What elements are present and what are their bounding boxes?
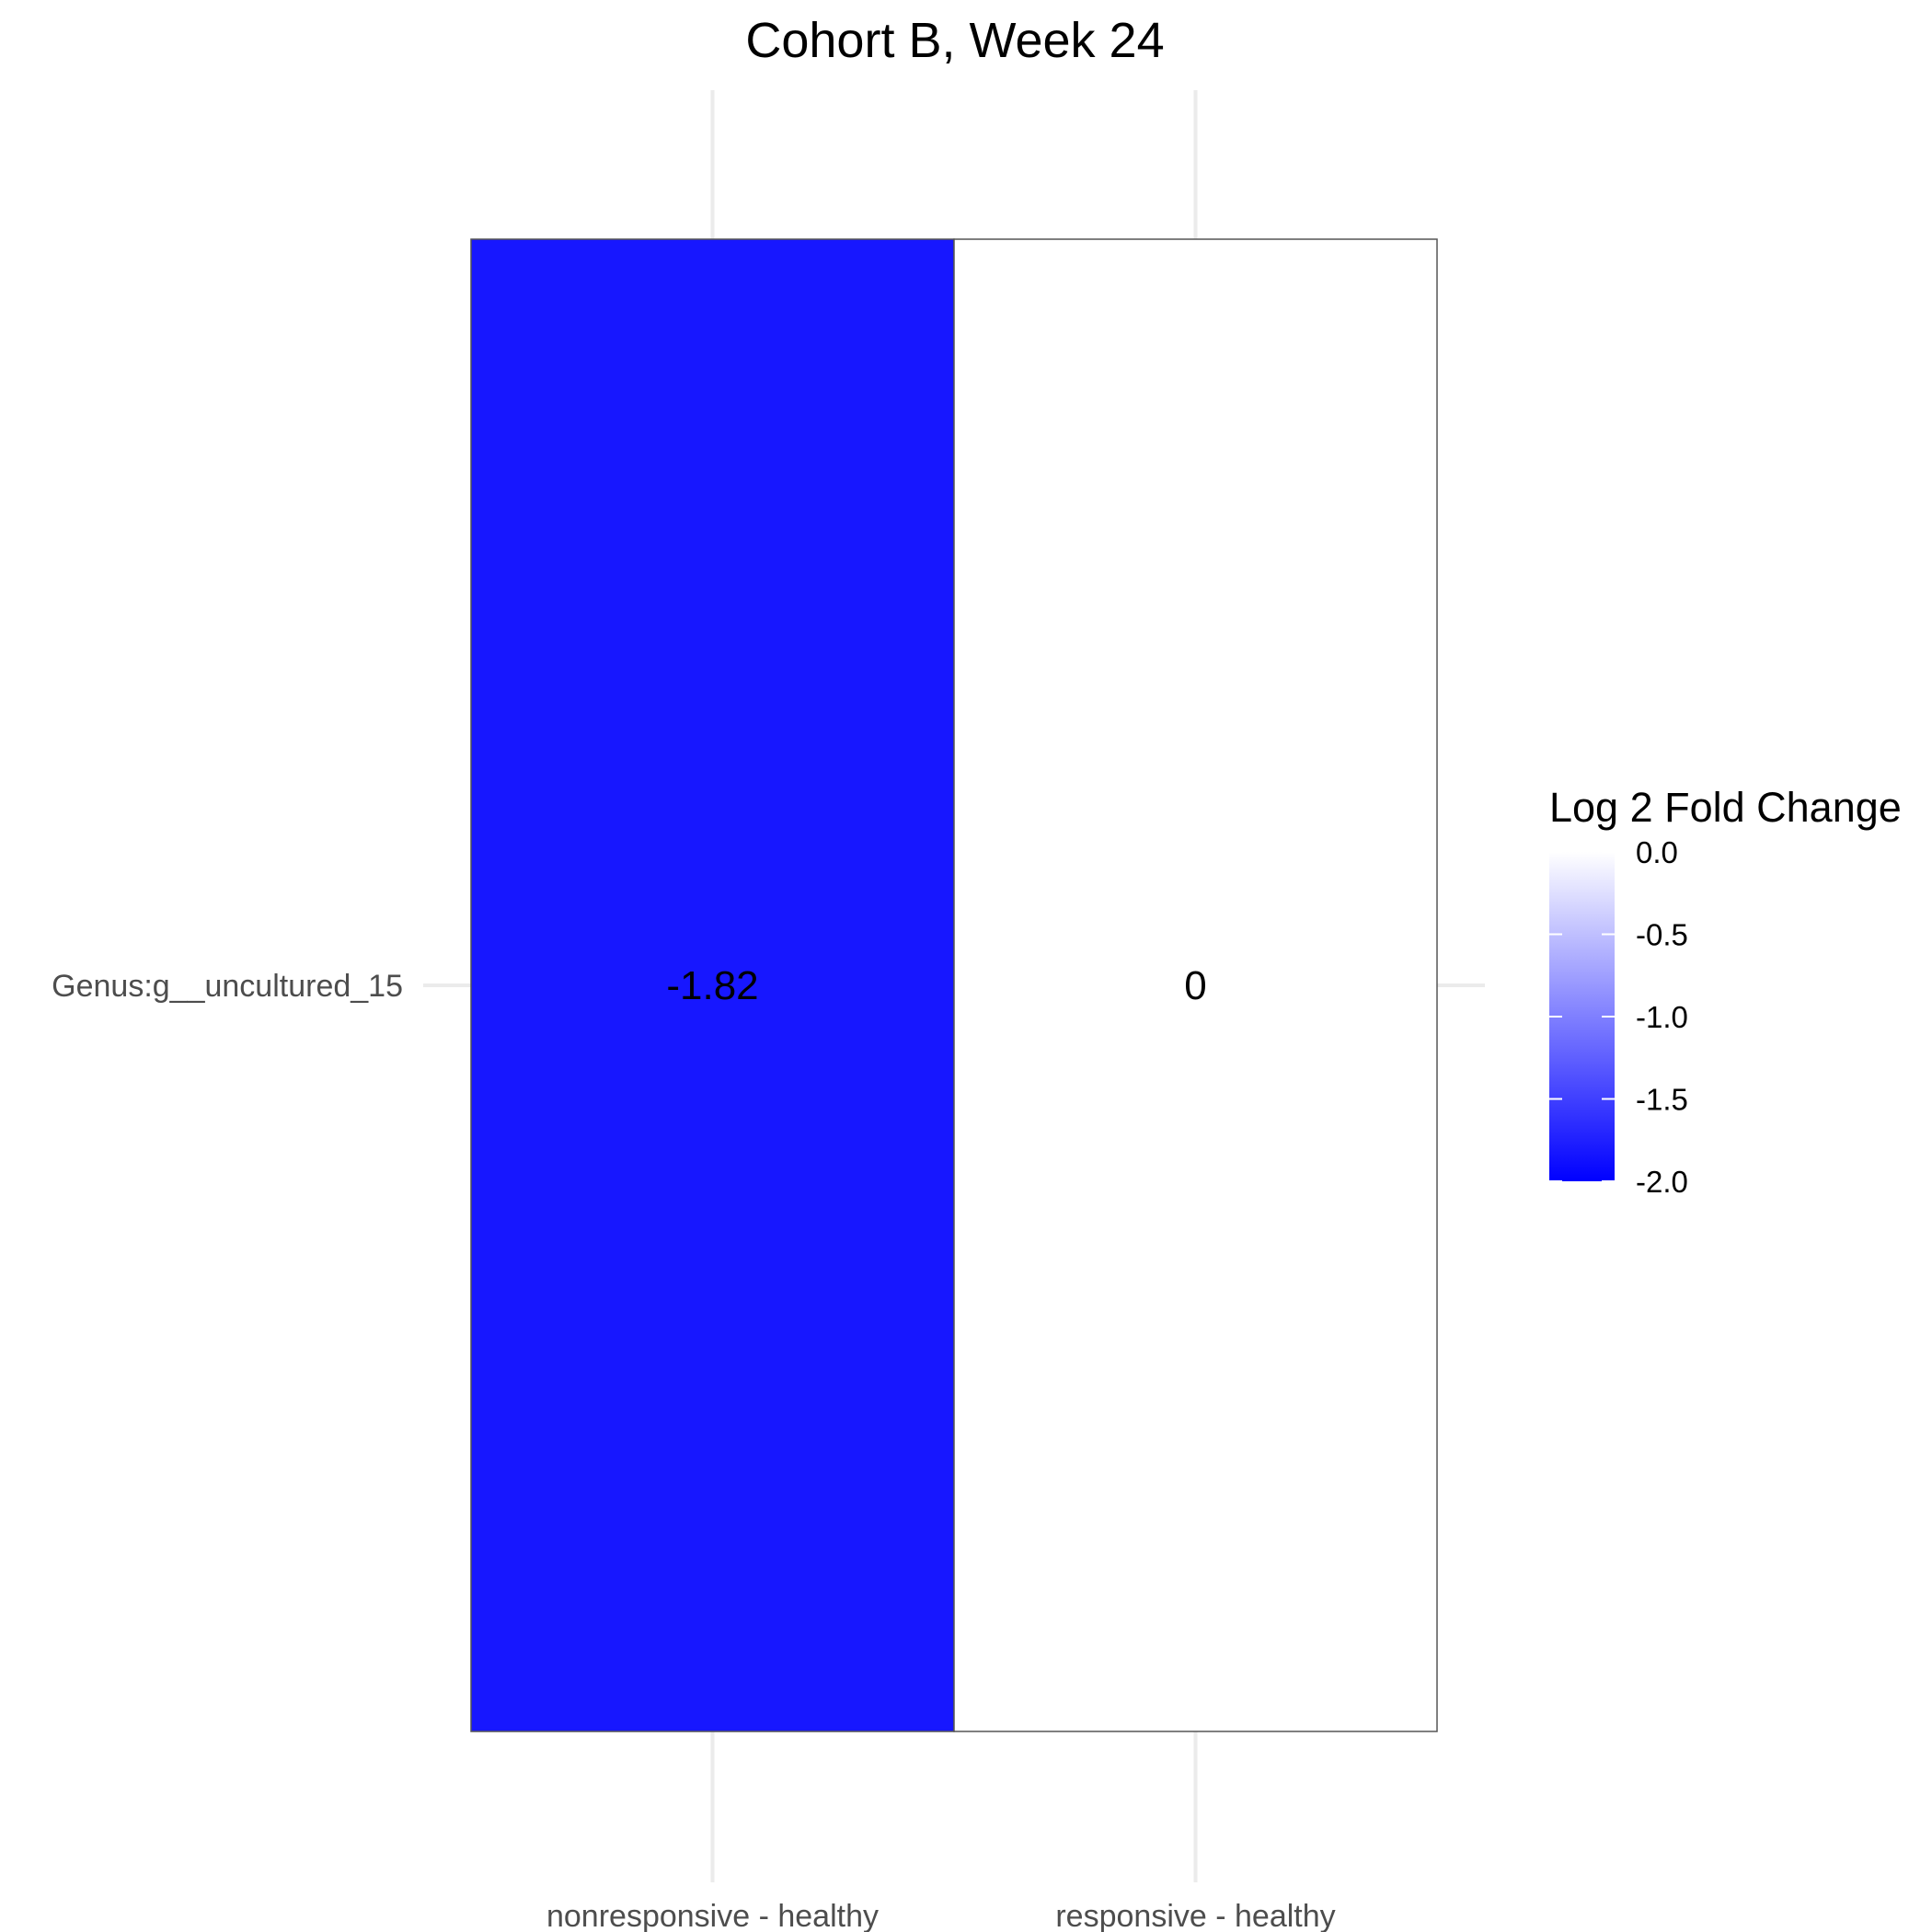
x-axis-tick-labels: nonresponsive - healthy responsive - heal… (546, 1899, 1336, 1932)
heatmap-cells: -1.82 0 (470, 238, 1438, 1732)
y-axis-tick-labels: Genus:g__uncultured_15 (52, 969, 403, 1004)
legend-tick-label: -1.5 (1636, 1083, 1688, 1117)
x-tick-label: nonresponsive - healthy (546, 1899, 879, 1932)
chart-title: Cohort B, Week 24 (745, 13, 1164, 68)
cell-value-label: 0 (1184, 963, 1206, 1008)
legend-tick-label: -1.0 (1636, 1000, 1688, 1034)
legend-ticks: 0.0 -0.5 -1.0 -1.5 -2.0 (1549, 835, 1688, 1199)
cell-value-label: -1.82 (666, 963, 758, 1008)
heatmap-cell (953, 238, 1438, 1732)
heatmap-cell (470, 238, 955, 1732)
legend-title: Log 2 Fold Change (1549, 784, 1902, 831)
legend-tick-label: 0.0 (1636, 835, 1678, 869)
x-tick-label: responsive - healthy (1055, 1899, 1335, 1932)
legend: Log 2 Fold Change 0.0 -0.5 -1.0 -1.5 -2.0 (1549, 784, 1902, 1199)
legend-tick-label: -0.5 (1636, 918, 1688, 952)
y-tick-label: Genus:g__uncultured_15 (52, 969, 403, 1004)
legend-tick-label: -2.0 (1636, 1165, 1688, 1199)
